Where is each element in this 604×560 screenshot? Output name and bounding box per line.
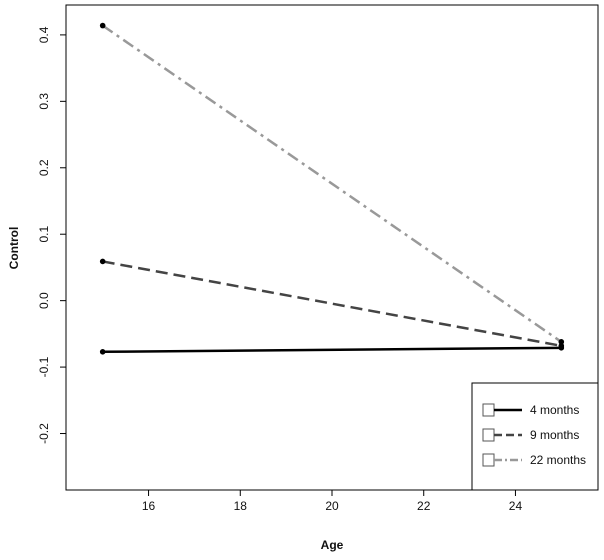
x-tick-label: 18 (234, 499, 248, 513)
legend-swatch-box (482, 428, 495, 442)
y-tick-label: 0.1 (37, 226, 51, 243)
data-point (99, 258, 106, 265)
series-2 (99, 22, 565, 345)
y-axis-title: Control (7, 227, 21, 270)
legend-swatch-box (482, 403, 495, 417)
y-tick-label: -0.1 (37, 356, 51, 377)
x-tick-label: 22 (417, 499, 431, 513)
legend-swatch-box (482, 453, 495, 467)
y-tick-label: 0.3 (37, 93, 51, 110)
legend-item: 9 months (482, 428, 579, 442)
legend-items: 4 months 9 months 22 months (482, 403, 586, 467)
data-point (558, 343, 565, 349)
data-point (99, 22, 106, 29)
series-1 (99, 258, 565, 349)
x-axis-title: Age (321, 538, 344, 552)
y-tick-label: -0.2 (37, 423, 51, 444)
legend-label: 4 months (530, 403, 579, 417)
legend-label: 22 months (530, 453, 586, 467)
legend-label: 9 months (530, 428, 579, 442)
x-axis: 16 18 20 22 24 (142, 490, 523, 513)
series-0 (99, 345, 565, 355)
data-point (99, 349, 106, 355)
legend-item: 22 months (482, 453, 586, 467)
data-point (558, 339, 565, 345)
series-line (102, 260, 562, 348)
x-tick-label: 20 (325, 499, 339, 513)
x-tick-label: 16 (142, 499, 156, 513)
series-line (101, 24, 563, 343)
x-tick-label: 24 (509, 499, 523, 513)
series-layer (99, 22, 565, 355)
y-tick-label: 0.0 (37, 292, 51, 309)
y-axis: -0.2 -0.1 0.0 0.1 0.2 0.3 0.4 (37, 26, 66, 444)
series-line (102, 346, 562, 354)
legend-item: 4 months (482, 403, 579, 417)
y-tick-label: 0.2 (37, 159, 51, 176)
legend: 4 months 9 months 22 months (471, 382, 599, 491)
y-tick-label: 0.4 (37, 26, 51, 43)
